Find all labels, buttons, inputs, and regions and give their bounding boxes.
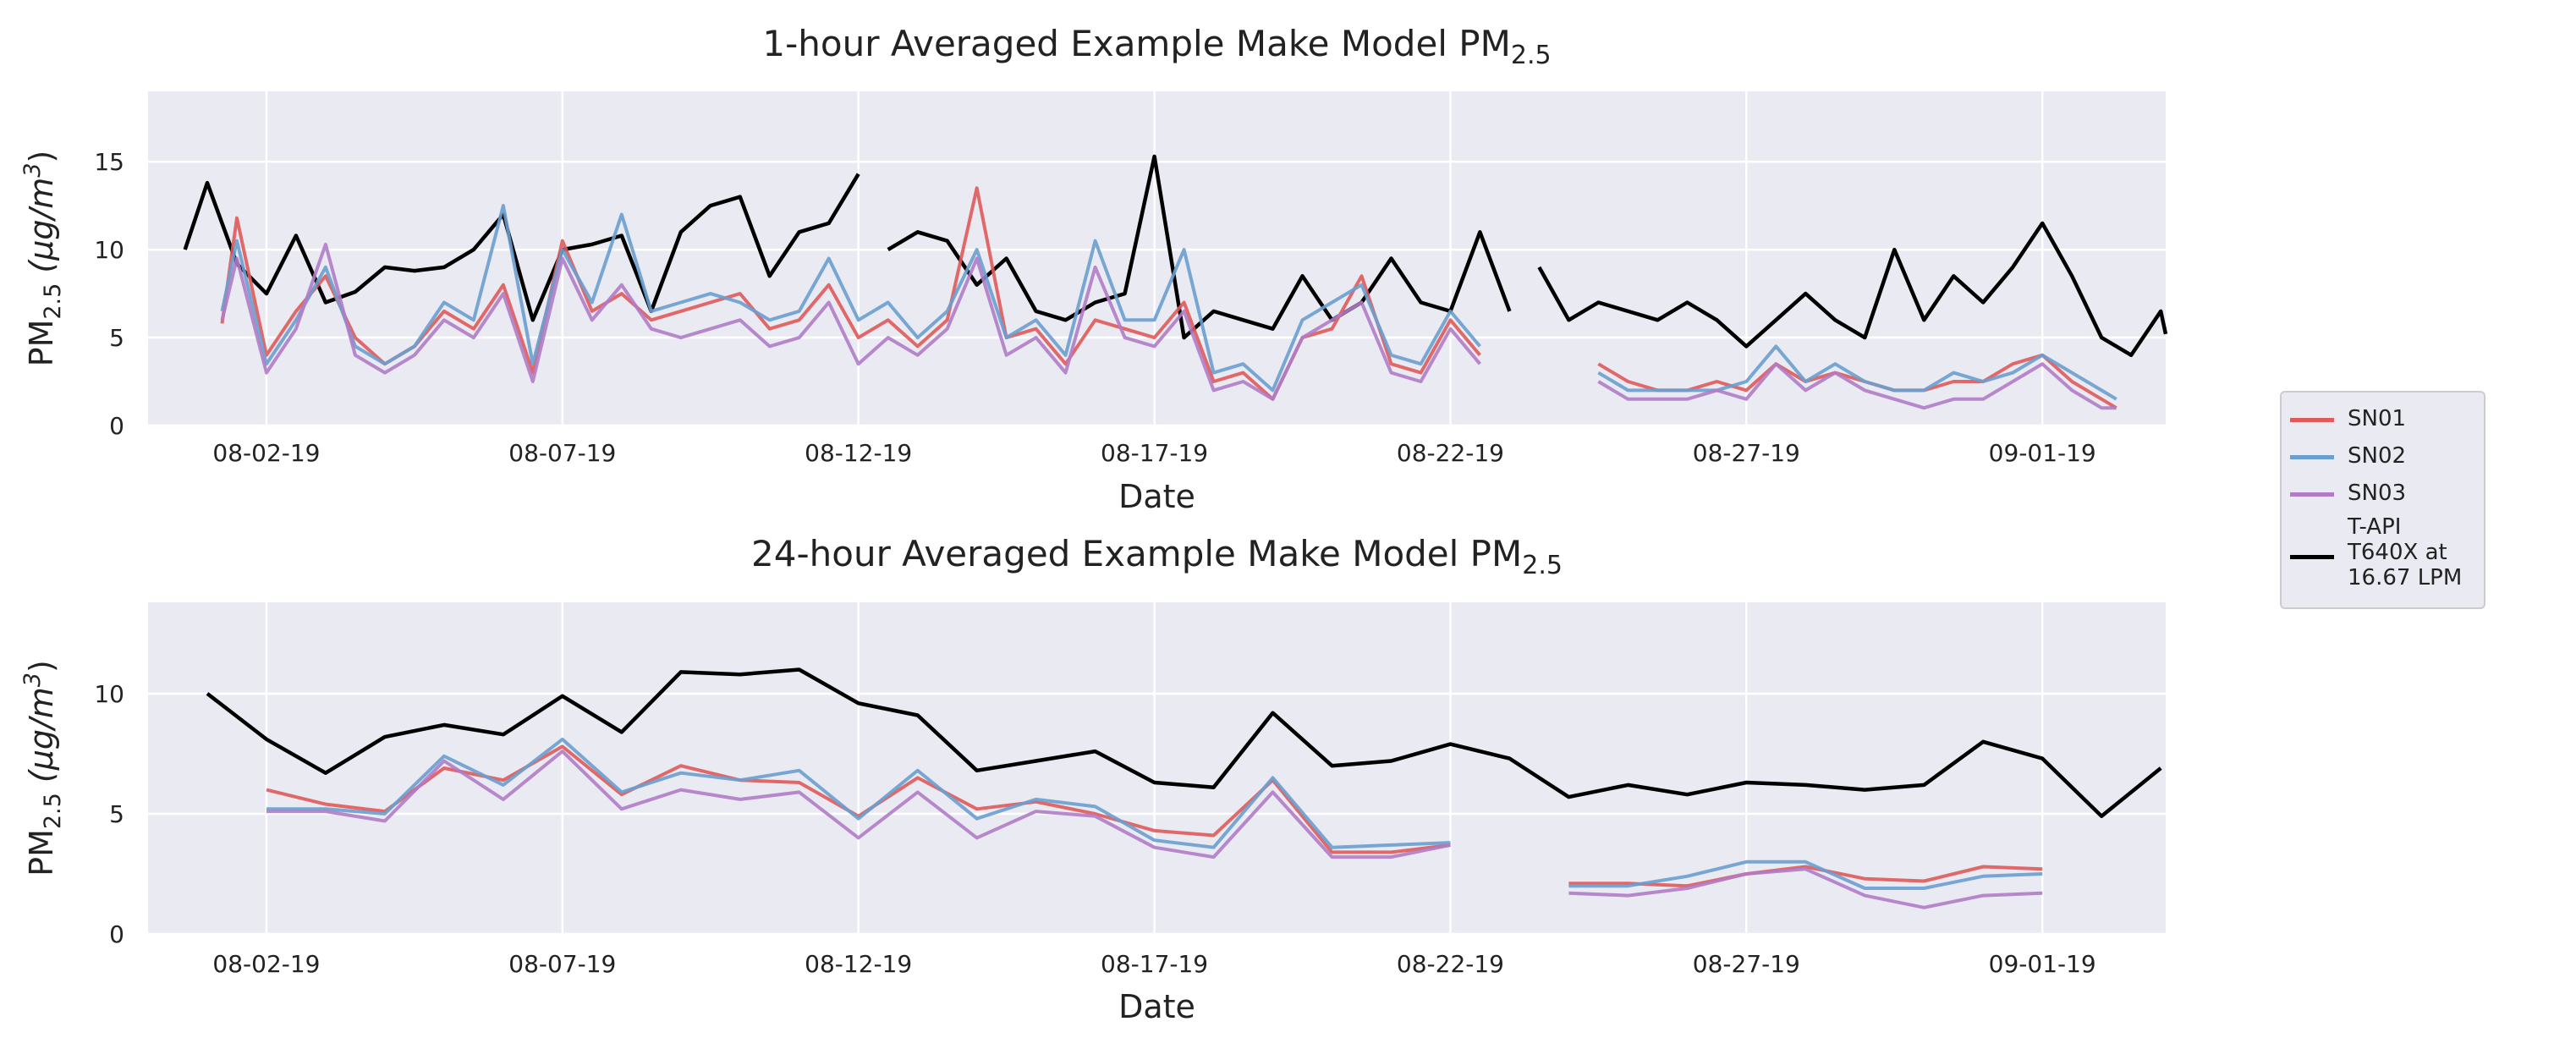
x-tick-label: 08-22-19 <box>1397 950 1504 978</box>
x-tick-label: 09-01-19 <box>1989 950 2096 978</box>
chart-title: 1-hour Averaged Example Make Model PM2.5 <box>762 23 1551 70</box>
chart-panel-1: 0 5 10 15 08-02-19 08-07-19 08-12-19 08-17-19 08… <box>19 23 2168 515</box>
y-axis-label: PM2.5 (μg/m3) <box>19 151 66 367</box>
series-line-sn03 <box>266 750 2043 909</box>
chart-panel-2: 0 5 10 08-02-19 08-07-19 08-12-19 08-17-19 08-2… <box>19 533 2166 1025</box>
x-tick-label: 08-22-19 <box>1397 439 1504 467</box>
x-tick-label: 08-12-19 <box>805 950 912 978</box>
legend-swatch-sn03 <box>2290 492 2334 497</box>
x-tick-label: 08-27-19 <box>1693 439 1800 467</box>
y-tick-label: 0 <box>109 412 124 440</box>
x-tick-label: 08-17-19 <box>1101 439 1208 467</box>
series-line-sn03 <box>220 242 2117 410</box>
legend-swatch-tapi <box>2290 555 2334 559</box>
y-tick-label: 10 <box>94 680 124 708</box>
legend-label-sn03: SN03 <box>2348 481 2407 506</box>
series-line-t-api-t640x-at-16-67-lpm <box>183 154 2168 358</box>
y-tick-label: 10 <box>94 236 124 264</box>
legend-swatch-sn01 <box>2290 418 2334 422</box>
x-tick-label: 09-01-19 <box>1989 439 2096 467</box>
y-axis-label: PM2.5 (μg/m3) <box>19 660 66 876</box>
y-tick-label: 15 <box>94 148 124 176</box>
x-tick-label: 08-02-19 <box>212 950 320 978</box>
legend-label-tapi: T-API T640X at 16.67 LPM <box>2348 514 2463 590</box>
y-tick-label: 5 <box>109 324 124 352</box>
x-tick-label: 08-12-19 <box>805 439 912 467</box>
legend-swatch-sn02 <box>2290 455 2334 459</box>
x-tick-label: 08-27-19 <box>1693 950 1800 978</box>
x-axis-label: Date <box>1118 478 1195 515</box>
legend-label-sn02: SN02 <box>2348 443 2407 469</box>
legend-label-sn01: SN01 <box>2348 406 2407 431</box>
series-line-sn02 <box>266 737 2043 890</box>
x-axis-label: Date <box>1118 988 1195 1025</box>
series-line-t-api-t640x-at-16-67-lpm <box>206 667 2162 819</box>
x-tick-label: 08-07-19 <box>508 439 616 467</box>
chart-title: 24-hour Averaged Example Make Model PM2.… <box>751 533 1563 580</box>
y-tick-label: 0 <box>109 920 124 948</box>
series-line-sn02 <box>220 204 2117 401</box>
x-tick-label: 08-07-19 <box>508 950 616 978</box>
chart-legend: SN01 SN02 SN03 T-API T640X at 16.67 LPM <box>2280 391 2485 609</box>
x-tick-label: 08-02-19 <box>212 439 320 467</box>
y-tick-label: 5 <box>109 800 124 828</box>
x-tick-label: 08-17-19 <box>1101 950 1208 978</box>
plot-area <box>148 91 2166 426</box>
